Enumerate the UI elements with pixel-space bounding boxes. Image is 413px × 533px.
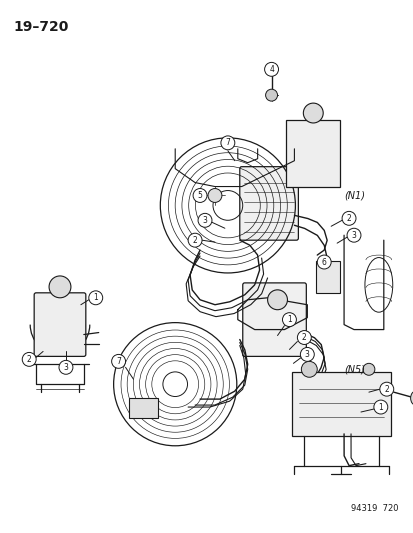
- Circle shape: [22, 352, 36, 366]
- Text: 5: 5: [197, 191, 202, 200]
- Text: 7: 7: [225, 139, 230, 147]
- Circle shape: [112, 354, 125, 368]
- Circle shape: [379, 382, 393, 396]
- Circle shape: [303, 103, 323, 123]
- Text: 2: 2: [346, 214, 351, 223]
- FancyBboxPatch shape: [34, 293, 85, 357]
- Text: 1: 1: [377, 402, 382, 411]
- FancyBboxPatch shape: [242, 283, 306, 357]
- Circle shape: [197, 213, 211, 227]
- FancyBboxPatch shape: [239, 167, 298, 240]
- Text: 1: 1: [286, 315, 291, 324]
- Circle shape: [297, 330, 311, 344]
- Circle shape: [282, 313, 296, 327]
- Circle shape: [265, 89, 277, 101]
- Circle shape: [264, 62, 278, 76]
- Circle shape: [59, 360, 73, 374]
- Text: 7: 7: [116, 357, 121, 366]
- Circle shape: [267, 290, 287, 310]
- Text: 19–720: 19–720: [13, 20, 69, 34]
- Circle shape: [88, 291, 102, 305]
- FancyBboxPatch shape: [316, 261, 339, 293]
- Text: 2: 2: [301, 333, 306, 342]
- Circle shape: [49, 276, 71, 298]
- Circle shape: [316, 255, 330, 269]
- Text: 3: 3: [351, 231, 356, 240]
- Text: 2: 2: [27, 355, 31, 364]
- Text: 2: 2: [192, 236, 197, 245]
- Circle shape: [362, 364, 374, 375]
- Text: (N5): (N5): [343, 365, 364, 374]
- Circle shape: [373, 400, 387, 414]
- Text: 3: 3: [304, 350, 309, 359]
- Text: 3: 3: [63, 363, 68, 372]
- Circle shape: [341, 212, 355, 225]
- Text: (N1): (N1): [343, 190, 364, 200]
- Text: 2: 2: [384, 385, 388, 394]
- Circle shape: [301, 361, 316, 377]
- Text: 1: 1: [93, 293, 98, 302]
- FancyBboxPatch shape: [286, 120, 339, 187]
- Circle shape: [188, 233, 202, 247]
- Text: 4: 4: [268, 65, 273, 74]
- FancyBboxPatch shape: [128, 398, 158, 418]
- Circle shape: [346, 228, 360, 242]
- Circle shape: [300, 348, 313, 361]
- Text: 94319  720: 94319 720: [350, 504, 398, 513]
- Circle shape: [192, 189, 206, 203]
- Text: 3: 3: [202, 216, 207, 225]
- Text: 6: 6: [321, 257, 326, 266]
- Circle shape: [207, 189, 221, 203]
- FancyBboxPatch shape: [292, 372, 390, 436]
- Ellipse shape: [410, 391, 413, 405]
- Circle shape: [221, 136, 234, 150]
